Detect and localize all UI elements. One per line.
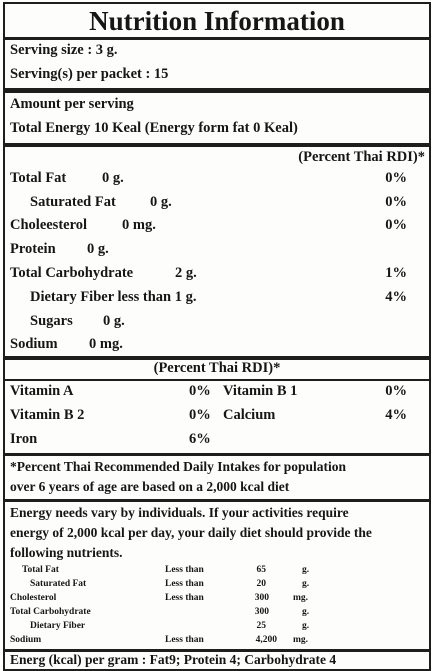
daily-row-name: Cholesterol: [10, 593, 57, 603]
daily-row-value: 4,200: [255, 635, 277, 645]
daily-row-unit: g.: [302, 607, 310, 617]
vitamin-name: Vitamin B 2: [10, 407, 85, 423]
vitamin-name: Vitamin A: [10, 383, 74, 399]
vitamin-percent: 0%: [189, 407, 211, 423]
rdi-header: (Percent Thai RDI)*: [298, 149, 425, 165]
divider: [5, 453, 429, 456]
nutrient-percent: 0%: [385, 170, 407, 186]
nutrient-percent: 0%: [385, 194, 407, 210]
amount-per-serving: Amount per serving: [10, 96, 134, 112]
nutrient-amount: 0 mg.: [89, 336, 123, 352]
vitamin-name: Vitamin B 1: [223, 383, 298, 399]
nutrient-name: Choleesterol: [10, 217, 88, 233]
energy-needs-text: Energy needs vary by individuals. If you…: [10, 505, 349, 520]
daily-row-unit: g.: [302, 565, 310, 575]
divider: [5, 143, 429, 147]
divider: [5, 37, 429, 40]
daily-row-unit: mg.: [293, 593, 309, 603]
daily-row-name: Saturated Fat: [30, 579, 87, 589]
divider: [5, 499, 429, 502]
divider: [5, 88, 429, 93]
daily-row-qual: Less than: [165, 579, 204, 589]
nutrient-amount: 0 g.: [150, 194, 172, 210]
nutrient-name: Sodium: [10, 336, 58, 352]
vitamin-name: Iron: [10, 431, 38, 447]
daily-row-name: Sodium: [10, 635, 42, 645]
nutrient-percent: 0%: [385, 217, 407, 233]
nutrient-name: Saturated Fat: [30, 194, 116, 210]
daily-row-name: Total Fat: [22, 565, 59, 575]
energy-needs-text: following nutrients.: [10, 545, 123, 560]
nutrient-percent: 1%: [385, 265, 407, 281]
divider: [5, 649, 429, 652]
daily-row-value: 65: [256, 565, 267, 575]
daily-row-unit: mg.: [293, 635, 309, 645]
vitamin-percent: 4%: [385, 407, 407, 423]
vitamin-name: Calcium: [223, 407, 276, 423]
footnote: over 6 years of age are based on a 2,000…: [10, 479, 290, 494]
nutrient-amount: 0 g.: [87, 241, 109, 257]
footnote: *Percent Thai Recommended Daily Intakes …: [10, 459, 347, 474]
nutrient-amount: 2 g.: [175, 265, 197, 281]
daily-row-value: 25: [256, 621, 267, 631]
nutrient-name: Total Fat: [10, 170, 67, 186]
daily-row-name: Total Carbohydrate: [10, 607, 91, 617]
daily-row-value: 300: [254, 593, 269, 603]
vitamin-percent: 0%: [189, 383, 211, 399]
energy-per-gram: Energ (kcal) per gram : Fat9; Protein 4;…: [10, 652, 337, 667]
daily-row-qual: Less than: [165, 565, 204, 575]
divider: [5, 356, 429, 360]
vitamin-header: (Percent Thai RDI)*: [153, 360, 281, 376]
nutrient-amount: 0 g.: [102, 170, 124, 186]
nutrition-label: Nutrition Information Serving size : 3 g…: [3, 2, 431, 671]
energy-needs-text: energy of 2,000 kcal per day, your daily…: [10, 525, 372, 540]
nutrient-amount: 0 mg.: [122, 217, 156, 233]
label-title: Nutrition Information: [89, 6, 345, 36]
nutrient-percent: 4%: [385, 289, 407, 305]
vitamin-percent: 6%: [189, 431, 211, 447]
nutrient-name: Protein: [10, 241, 56, 257]
nutrient-name: Dietary Fiber less than 1 g.: [30, 289, 197, 305]
vitamin-percent: 0%: [385, 383, 407, 399]
total-energy: Total Energy 10 Keal (Energy form fat 0 …: [10, 120, 298, 136]
nutrient-name: Sugars: [30, 313, 73, 329]
daily-row-value: 20: [256, 579, 267, 589]
nutrient-amount: 0 g.: [103, 313, 125, 329]
daily-row-unit: g.: [302, 579, 310, 589]
serving-size: Serving size : 3 g.: [10, 42, 118, 58]
daily-row-value: 300: [254, 607, 269, 617]
servings-per-packet: Serving(s) per packet : 15: [10, 66, 169, 82]
daily-row-unit: g.: [302, 621, 310, 631]
daily-row-qual: Less than: [165, 593, 204, 603]
daily-row-name: Dietary Fiber: [30, 621, 86, 631]
daily-row-qual: Less than: [165, 635, 204, 645]
divider: [5, 379, 429, 381]
nutrient-name: Total Carbohydrate: [10, 265, 134, 281]
